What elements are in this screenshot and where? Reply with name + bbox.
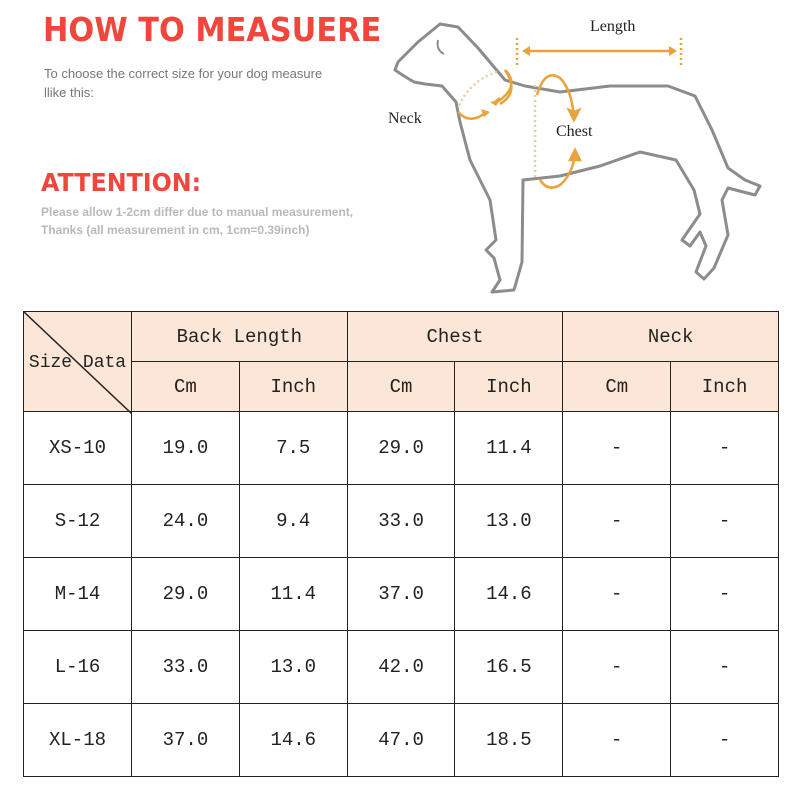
group-header-back-length: Back Length (131, 311, 348, 362)
value-cell: 11.4 (454, 411, 564, 485)
dog-measurement-diagram (393, 22, 762, 294)
diagonal-divider (24, 312, 132, 414)
value-cell: 18.5 (454, 703, 564, 777)
size-cell: XL-18 (23, 703, 132, 777)
value-cell: - (670, 557, 779, 631)
intro-text: To choose the correct size for your dog … (44, 66, 323, 100)
size-cell: L-16 (23, 630, 132, 704)
length-label: Length (590, 18, 636, 35)
size-cell: XS-10 (23, 411, 132, 485)
value-cell: - (562, 411, 672, 485)
value-cell: - (670, 630, 779, 704)
value-cell: 11.4 (238, 557, 348, 631)
attention-line-1: Please allow 1-2cm differ due to manual … (41, 205, 354, 219)
unit-header: Inch (670, 361, 779, 412)
table-row: S-12 24.0 9.4 33.0 13.0- - (23, 484, 779, 558)
neck-arrows (456, 69, 513, 120)
unit-header: Cm (131, 361, 240, 412)
group-header-chest: Chest (346, 311, 564, 362)
value-cell: 33.0 (131, 630, 240, 704)
value-cell: 13.0 (238, 630, 348, 704)
table-row: XL-18 37.0 14.6 47.0 18.5- - (23, 703, 779, 777)
table-row: M-14 29.0 11.4 37.0 14.6- - (23, 557, 779, 631)
chest-label: Chest (556, 123, 593, 140)
page-title: HOW TO MEASUERE (43, 10, 382, 49)
value-cell: 19.0 (131, 411, 240, 485)
attention-note: Please allow 1-2cm differ due to manual … (41, 203, 353, 239)
value-cell: 37.0 (346, 557, 456, 631)
value-cell: 29.0 (346, 411, 456, 485)
value-cell: 42.0 (346, 630, 456, 704)
value-cell: 33.0 (346, 484, 456, 558)
unit-header: Inch (238, 361, 348, 412)
value-cell: 16.5 (454, 630, 564, 704)
attention-line-2: Thanks (all measurement in cm, 1cm=0.39i… (41, 223, 310, 237)
size-cell: S-12 (23, 484, 132, 558)
unit-header: Cm (562, 361, 672, 412)
size-table: Size Data Back Length Chest Neck Cm Inch… (23, 311, 779, 777)
table-row: XS-10 19.0 7.5 29.0 11.4- - (23, 411, 779, 485)
value-cell: 29.0 (131, 557, 240, 631)
attention-title: ATTENTION: (41, 168, 202, 197)
value-cell: - (562, 557, 672, 631)
value-cell: 9.4 (238, 484, 348, 558)
group-header-neck: Neck (562, 311, 779, 362)
corner-label: Size Data (28, 352, 127, 373)
size-cell: M-14 (23, 557, 132, 631)
value-cell: 24.0 (131, 484, 240, 558)
table-row: L-16 33.0 13.0 42.0 16.5- - (23, 630, 779, 704)
value-cell: 13.0 (454, 484, 564, 558)
value-cell: - (670, 411, 779, 485)
value-cell: 7.5 (238, 411, 348, 485)
corner-header: Size Data (23, 311, 132, 414)
neck-label: Neck (388, 110, 422, 127)
value-cell: 47.0 (346, 703, 456, 777)
value-cell: - (562, 630, 672, 704)
value-cell: - (670, 703, 779, 777)
value-cell: - (562, 703, 672, 777)
value-cell: - (670, 484, 779, 558)
unit-header: Cm (346, 361, 456, 412)
value-cell: 37.0 (131, 703, 240, 777)
eye-icon (436, 39, 445, 55)
length-arrow (515, 38, 683, 68)
dog-outline (393, 22, 762, 294)
value-cell: 14.6 (454, 557, 564, 631)
value-cell: 14.6 (238, 703, 348, 777)
unit-header: Inch (454, 361, 564, 412)
value-cell: - (562, 484, 672, 558)
chest-arrows (533, 74, 583, 189)
